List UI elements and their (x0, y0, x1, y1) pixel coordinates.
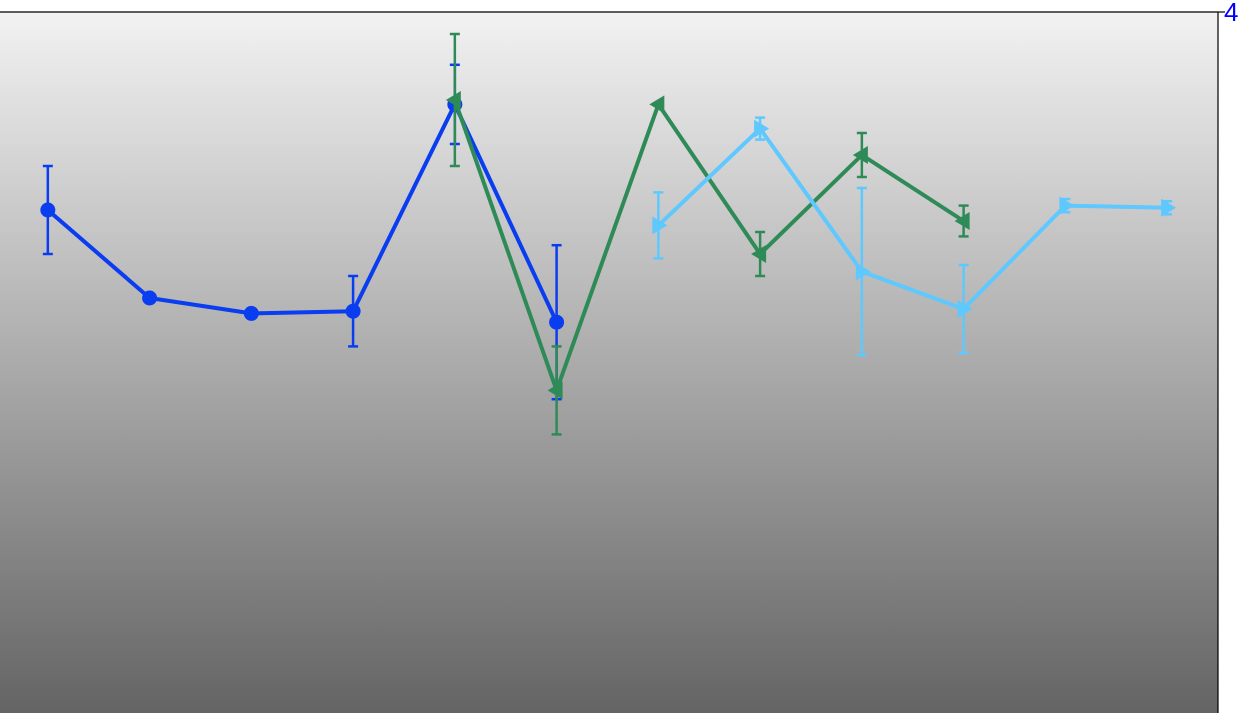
data-point (855, 262, 871, 281)
data-point (445, 91, 461, 109)
series-3 (652, 116, 1177, 357)
data-point (549, 314, 565, 330)
data-point (40, 202, 56, 218)
series-1 (40, 63, 565, 401)
data-point (142, 290, 158, 306)
data-point (345, 303, 361, 319)
data-point (957, 300, 973, 318)
data-point (751, 245, 767, 263)
right-tick-label: 4 (1224, 0, 1238, 27)
series-layer (40, 32, 1177, 436)
data-point (954, 212, 970, 230)
plot-background (0, 12, 1218, 713)
data-point (547, 381, 563, 400)
data-point (243, 305, 259, 321)
data-point (649, 95, 665, 114)
data-point (652, 216, 668, 235)
series-line (46, 102, 559, 324)
data-point (1161, 198, 1177, 217)
data-point (754, 119, 770, 138)
series-line (657, 126, 1168, 311)
right-axis-ticks: 4 (1218, 0, 1238, 27)
data-point (1059, 196, 1075, 215)
data-point (852, 146, 868, 164)
